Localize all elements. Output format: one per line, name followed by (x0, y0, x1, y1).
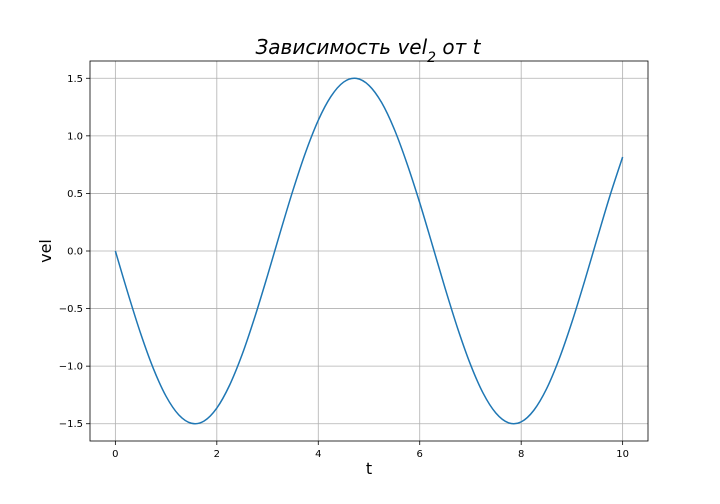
x-tick-label: 8 (518, 449, 524, 460)
chart-title-prefix: Зависимость vel (255, 35, 427, 59)
x-tick-label: 6 (417, 449, 423, 460)
y-tick-label: −0.5 (59, 304, 83, 315)
x-tick-label: 4 (315, 449, 321, 460)
ticks: 0 2 4 6 8 10 1.5 1.0 0.5 0.0 −0.5 −1.0 −1.5 (59, 74, 629, 460)
series-layer (114, 77, 624, 425)
y-tick-label: −1.0 (59, 362, 83, 373)
x-axis-label: t (366, 459, 372, 478)
chart-title: Зависимость vel2 от t (255, 35, 481, 66)
y-tick-label: 0.5 (67, 189, 83, 200)
chart-title-suffix: от t (436, 35, 482, 59)
y-axis-label: vel (36, 239, 55, 263)
y-tick-label: −1.5 (59, 419, 83, 430)
grid (90, 61, 648, 441)
x-tick-label: 10 (616, 449, 629, 460)
series-line (114, 77, 624, 425)
chart-title-subscript: 2 (427, 50, 436, 66)
x-tick-label: 2 (214, 449, 220, 460)
y-tick-label: 1.5 (67, 74, 83, 85)
x-tick-label: 0 (112, 449, 118, 460)
y-tick-label: 1.0 (67, 131, 83, 142)
y-tick-label: 0.0 (67, 247, 83, 258)
